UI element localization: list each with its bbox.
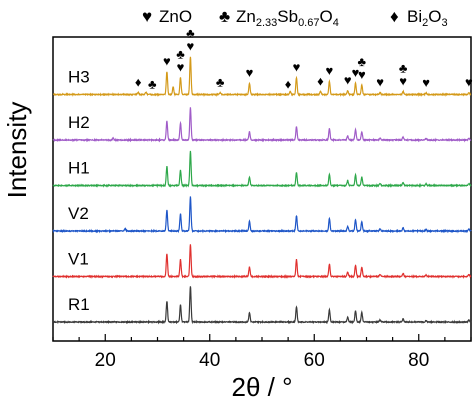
series-v2: V2 bbox=[52, 196, 472, 234]
annotation-mark-16-0: ♥ bbox=[422, 75, 430, 90]
trace-h1 bbox=[52, 150, 472, 189]
annotation-mark-3-0: ♣ bbox=[176, 46, 185, 61]
trace-h3 bbox=[52, 56, 472, 98]
annotation-mark-15-1: ♥ bbox=[399, 74, 407, 89]
annotation-mark-2-0: ♥ bbox=[163, 54, 171, 69]
legend-label-zn2sb: Zn2.33Sb0.67O4 bbox=[236, 7, 339, 29]
annotation-mark-0-0: ♦ bbox=[135, 75, 142, 90]
legend: ♥ ZnO ♣ Zn2.33Sb0.67O4 ♦ Bi2O3 bbox=[142, 7, 448, 29]
annotation-mark-6-0: ♥ bbox=[246, 65, 254, 80]
annotation-mark-14-0: ♥ bbox=[376, 75, 384, 90]
series-h2: H2 bbox=[52, 107, 472, 143]
annotation-mark-8-0: ♥ bbox=[293, 59, 301, 74]
x-tick-label-40: 40 bbox=[199, 350, 220, 371]
series-label-v2: V2 bbox=[68, 204, 89, 223]
series-label-v1: V1 bbox=[68, 250, 89, 269]
annotation-mark-13-1: ♥ bbox=[358, 67, 366, 82]
legend-symbol-zno: ♥ bbox=[142, 7, 152, 26]
x-tick-label-80: 80 bbox=[408, 350, 429, 371]
annotation-mark-4-1: ♥ bbox=[187, 39, 195, 54]
annotation-mark-7-0: ♦ bbox=[285, 77, 292, 92]
peak-annotations: ♦ ♣♥ ♣♥♣♥♣♥♦♥♦♥♥♥♣♥♥♣♥ ♥ ♥ bbox=[135, 26, 473, 92]
x-axis-label: 2θ / ° bbox=[232, 372, 293, 402]
trace-v1 bbox=[52, 244, 472, 280]
plot-frame bbox=[52, 36, 472, 342]
annotation-mark-11-0: ♥ bbox=[344, 73, 352, 88]
series-r1: R1 bbox=[52, 286, 472, 325]
annotation-mark-5-0: ♣ bbox=[216, 75, 225, 90]
annotation-mark-4-0: ♣ bbox=[186, 26, 195, 41]
trace-r1 bbox=[52, 286, 472, 325]
annotation-mark-9-0: ♦ bbox=[317, 74, 324, 89]
series-label-h2: H2 bbox=[68, 113, 90, 132]
series-h3: H3 bbox=[52, 56, 472, 98]
annotation-mark-12-0: ♥ bbox=[352, 65, 360, 80]
legend-label-zno: ZnO bbox=[159, 7, 192, 26]
trace-v2 bbox=[52, 196, 472, 234]
annotation-mark-13-0: ♣ bbox=[358, 54, 367, 69]
annotation-mark-17-0: ♥ bbox=[465, 75, 473, 90]
series-label-h3: H3 bbox=[68, 68, 90, 87]
annotation-mark-3-1: ♥ bbox=[177, 59, 185, 74]
x-tick-label-20: 20 bbox=[95, 350, 116, 371]
annotation-mark-15-0: ♣ bbox=[399, 61, 408, 76]
series-v1: V1 bbox=[52, 244, 472, 280]
series-label-h1: H1 bbox=[68, 159, 90, 178]
y-axis-label: Intensity bbox=[2, 102, 32, 199]
legend-symbol-zn2sb: ♣ bbox=[219, 7, 230, 26]
annotation-mark-10-0: ♥ bbox=[326, 63, 334, 78]
trace-h2 bbox=[52, 107, 472, 143]
legend-symbol-bi2o3: ♦ bbox=[390, 7, 399, 26]
legend-label-bi2o3: Bi2O3 bbox=[407, 7, 448, 29]
series-label-r1: R1 bbox=[68, 295, 90, 314]
x-axis: 20 40 60 80 bbox=[52, 334, 472, 371]
series-h1: H1 bbox=[52, 150, 472, 189]
annotation-mark-1-0: ♣ bbox=[148, 77, 157, 92]
series-group: R1 V1 V2 H1 H2 H3 bbox=[52, 56, 472, 325]
x-tick-label-60: 60 bbox=[304, 350, 325, 371]
